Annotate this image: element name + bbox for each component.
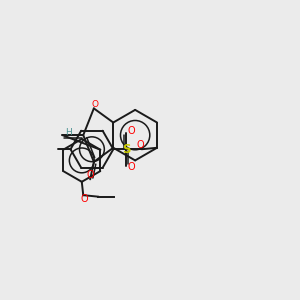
Text: O: O	[127, 126, 135, 136]
Text: S: S	[122, 143, 130, 156]
Text: O: O	[92, 100, 99, 109]
Text: H: H	[65, 128, 72, 137]
Text: O: O	[86, 170, 94, 180]
Text: O: O	[127, 162, 135, 172]
Text: O: O	[80, 194, 88, 204]
Text: O: O	[137, 140, 145, 150]
